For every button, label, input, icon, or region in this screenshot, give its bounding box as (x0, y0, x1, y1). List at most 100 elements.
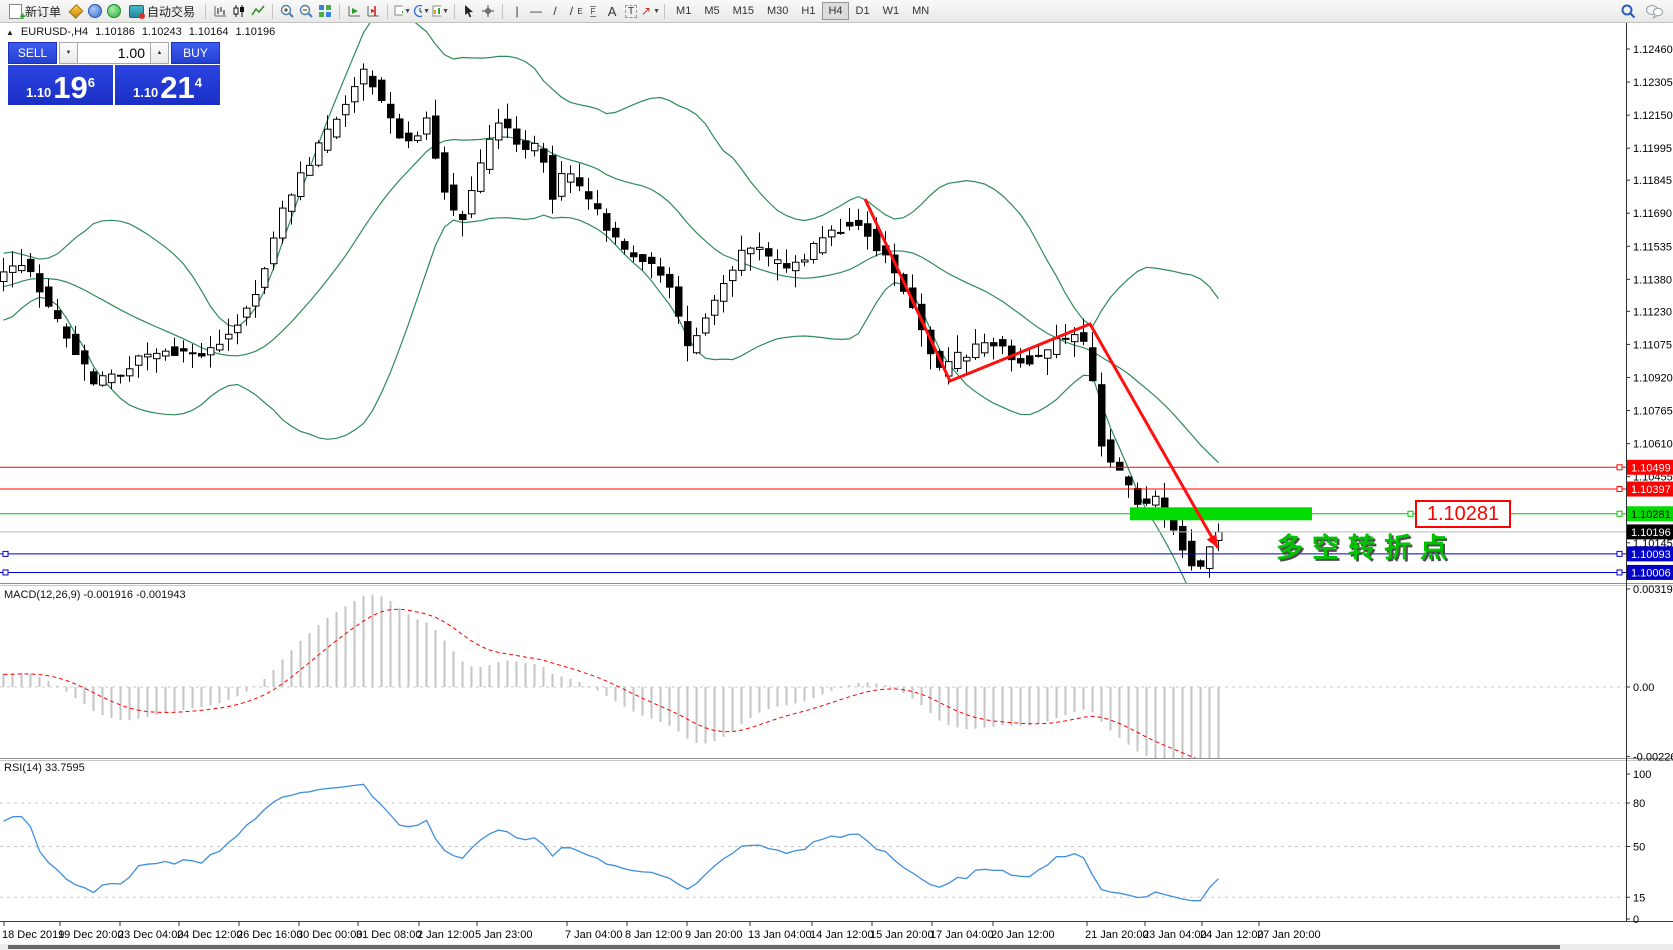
svg-text:1.11535: 1.11535 (1633, 241, 1672, 253)
arrows-button[interactable]: ↗ ▼ (641, 2, 660, 20)
tf-mn[interactable]: MN (906, 2, 935, 20)
crosshair-icon (482, 5, 495, 17)
new-order-button[interactable]: + 新订单 (4, 1, 66, 22)
h-scrollbar-thumb[interactable] (8, 945, 1560, 949)
signals-button[interactable] (86, 2, 104, 20)
price-annotation-box[interactable]: 1.10281 (1415, 500, 1511, 528)
text-button[interactable]: A (603, 2, 621, 20)
candle-series (0, 63, 1223, 578)
macd-histogram (2, 594, 1220, 758)
market-watch-icon (68, 3, 84, 19)
svg-text:80: 80 (1633, 798, 1645, 810)
svg-text:1.12150: 1.12150 (1633, 110, 1673, 122)
auto-scroll-button[interactable] (345, 2, 363, 20)
horizontal-line-button[interactable]: — (527, 2, 545, 20)
cursor-button[interactable] (460, 2, 478, 20)
news-button[interactable] (105, 2, 123, 20)
horizontal-lines[interactable] (0, 464, 1626, 576)
ohlc-open: 1.10186 (95, 26, 135, 38)
market-watch-button[interactable] (67, 2, 85, 20)
tile-windows-icon (319, 5, 332, 17)
chart-shift-icon (367, 6, 380, 17)
buy-price[interactable]: 1.10 21 4 (115, 65, 220, 105)
tf-m5[interactable]: M5 (698, 2, 725, 20)
tf-m15[interactable]: M15 (727, 2, 760, 20)
text-label-button[interactable]: T (622, 2, 640, 20)
channel-button[interactable]: / E (565, 2, 583, 20)
trendline-button[interactable]: / (546, 2, 564, 20)
svg-text:0.003193: 0.003193 (1633, 584, 1673, 596)
fibonacci-button[interactable]: F (584, 2, 602, 20)
chart-shift-button[interactable] (364, 2, 382, 20)
sell-price[interactable]: 1.10 19 6 (8, 65, 113, 105)
bar-chart-button[interactable] (211, 2, 229, 20)
macd-pane[interactable] (0, 594, 1626, 774)
crosshair-button[interactable] (479, 2, 497, 20)
tf-m30[interactable]: M30 (761, 2, 794, 20)
search-icon (1621, 4, 1635, 18)
new-chart-button[interactable]: ▼ (393, 2, 411, 20)
buy-price-pips: 21 (160, 70, 195, 106)
zoom-out-button[interactable] (297, 2, 315, 20)
candlestick-icon (233, 5, 245, 17)
volume-stepper: ▼ ▲ (59, 42, 169, 64)
main-price-pane[interactable] (0, 9, 1626, 627)
sell-button[interactable]: SELL (8, 42, 57, 64)
svg-text:23 Jan 04:00: 23 Jan 04:00 (1143, 929, 1207, 941)
macd-signal-line (3, 608, 1197, 758)
svg-text:1.10499: 1.10499 (1631, 462, 1671, 474)
horizontal-line-icon: — (530, 4, 543, 18)
svg-text:21 Jan 20:00: 21 Jan 20:00 (1085, 929, 1149, 941)
fibonacci-icon: F (589, 5, 597, 17)
chat-icon (1646, 5, 1663, 19)
zoom-in-button[interactable] (278, 2, 296, 20)
tf-h4[interactable]: H4 (822, 2, 849, 20)
tile-windows-button[interactable] (316, 2, 334, 20)
svg-text:1.11995: 1.11995 (1633, 143, 1672, 155)
periods-button[interactable]: ▼ (412, 2, 430, 20)
volume-increase-button[interactable]: ▲ (150, 42, 169, 64)
buy-price-prefix: 1.10 (132, 84, 159, 100)
buy-button[interactable]: BUY (171, 42, 220, 64)
trend-line[interactable] (863, 198, 1220, 549)
tf-h1[interactable]: H1 (795, 2, 821, 20)
autotrading-button[interactable]: 自动交易 (124, 1, 200, 21)
new-chart-icon (394, 5, 404, 16)
rsi-axis: 100 80 50 15 0 (1626, 769, 1651, 926)
ohlc-low: 1.10164 (188, 26, 229, 38)
tf-d1[interactable]: D1 (850, 2, 876, 20)
cursor-icon (465, 5, 474, 18)
support-highlight-rect[interactable] (1130, 507, 1312, 521)
tf-w1[interactable]: W1 (877, 2, 906, 20)
vertical-line-icon: | (515, 4, 519, 18)
volume-input[interactable] (78, 42, 150, 64)
svg-text:7 Jan 04:00: 7 Jan 04:00 (565, 929, 623, 941)
search-button[interactable] (1619, 2, 1637, 20)
line-chart-button[interactable] (249, 2, 267, 20)
rsi-pane[interactable] (0, 783, 1626, 902)
svg-text:20 Jan 12:00: 20 Jan 12:00 (991, 929, 1055, 941)
svg-text:1.10920: 1.10920 (1633, 372, 1673, 384)
svg-text:15: 15 (1633, 892, 1645, 904)
svg-text:14 Jan 12:00: 14 Jan 12:00 (810, 929, 874, 941)
chart-ohlc-header: ▲ EURUSD-,H4 1.10186 1.10243 1.10164 1.1… (6, 26, 275, 38)
annotation-anchor[interactable] (1407, 510, 1414, 517)
turning-point-note[interactable]: 多空转折点 (1276, 533, 1456, 563)
toolbar-separator (205, 3, 207, 19)
panel-collapse-icon[interactable]: ▲ (6, 27, 14, 37)
svg-text:9 Jan 20:00: 9 Jan 20:00 (685, 929, 743, 941)
templates-button[interactable]: ▼ (431, 2, 449, 20)
vertical-line-button[interactable]: | (508, 2, 526, 20)
volume-decrease-button[interactable]: ▼ (59, 42, 78, 64)
chat-button[interactable] (1645, 2, 1663, 20)
svg-text:8 Jan 12:00: 8 Jan 12:00 (625, 929, 683, 941)
chevron-down-icon: ▼ (442, 7, 450, 15)
candlestick-chart-button[interactable] (230, 2, 248, 20)
chevron-down-icon: ▼ (423, 7, 431, 15)
tf-m1[interactable]: M1 (670, 2, 697, 20)
svg-text:1.10281: 1.10281 (1631, 509, 1671, 521)
chevron-down-icon: ▼ (404, 7, 412, 15)
chevron-down-icon: ▼ (653, 7, 660, 15)
